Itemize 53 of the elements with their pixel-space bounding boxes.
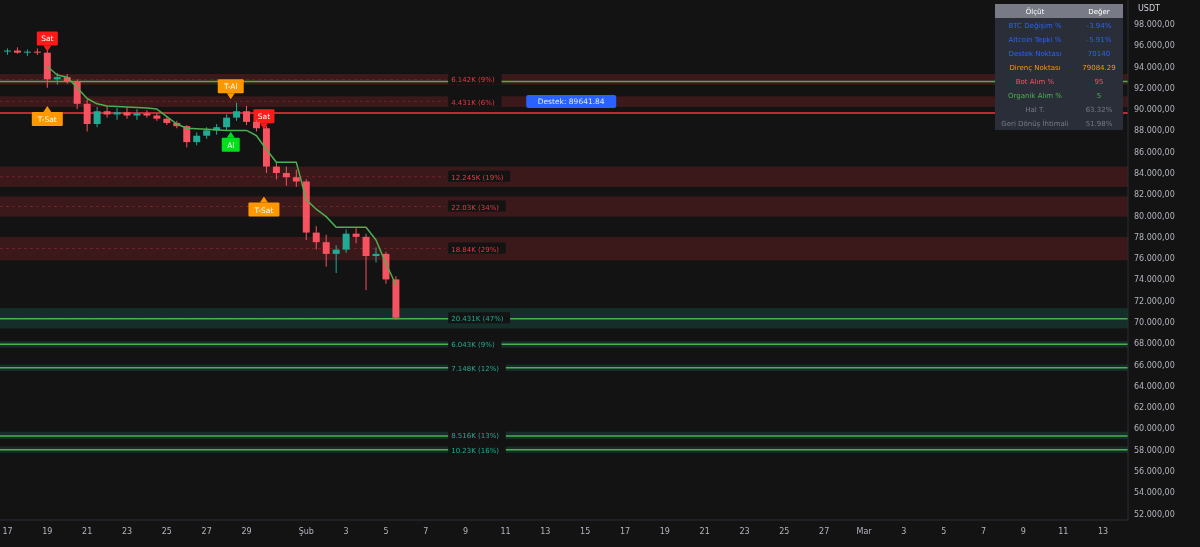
x-tick-label: 27 xyxy=(819,527,830,536)
x-tick-label: 13 xyxy=(540,527,551,536)
y-tick-label: 88.000,00 xyxy=(1134,126,1175,136)
y-tick-label: 66.000,00 xyxy=(1134,360,1175,370)
y-tick-label: 58.000,00 xyxy=(1134,445,1175,455)
x-tick-label: 7 xyxy=(981,527,987,536)
x-tick-label: 29 xyxy=(241,527,252,536)
y-tick-label: 54.000,00 xyxy=(1134,488,1175,498)
y-tick-label: 86.000,00 xyxy=(1134,147,1175,157)
x-tick-label: 13 xyxy=(1098,527,1109,536)
y-tick-label: 80.000,00 xyxy=(1134,211,1175,221)
y-tick-label: 62.000,00 xyxy=(1134,403,1175,413)
x-tick-label: 23 xyxy=(121,527,133,536)
x-tick-label: 9 xyxy=(1020,527,1026,536)
y-tick-label: 60.000,00 xyxy=(1134,424,1175,434)
y-tick-label: 82.000,00 xyxy=(1134,190,1175,200)
x-tick-label: 3 xyxy=(343,527,349,536)
x-tick-label: 11 xyxy=(500,527,511,536)
y-tick-label: 70.000,00 xyxy=(1134,318,1175,328)
x-tick-label: 5 xyxy=(383,527,389,536)
y-tick-label: 56.000,00 xyxy=(1134,467,1175,477)
x-tick-label: 19 xyxy=(42,527,53,536)
y-tick-label: 64.000,00 xyxy=(1134,381,1175,391)
x-tick-label: 25 xyxy=(779,527,790,536)
x-tick-label: 17 xyxy=(619,527,631,536)
x-tick-label: 3 xyxy=(901,527,907,536)
y-tick-label: 84.000,00 xyxy=(1134,168,1175,178)
y-tick-label: 52.000,00 xyxy=(1134,509,1175,519)
x-tick-label: 25 xyxy=(161,527,172,536)
y-tick-label: 92.000,00 xyxy=(1134,83,1175,93)
y-tick-label: 96.000,00 xyxy=(1134,41,1175,51)
y-tick-label: 78.000,00 xyxy=(1134,232,1175,242)
y-axis-title: USDT xyxy=(1138,4,1161,13)
x-tick-label: 23 xyxy=(739,527,750,536)
x-tick-label: 5 xyxy=(941,527,947,536)
y-tick-label: 94.000,00 xyxy=(1134,62,1175,72)
y-tick-label: 74.000,00 xyxy=(1134,275,1175,285)
x-tick-label: 17 xyxy=(2,527,13,536)
y-tick-label: 98.000,00 xyxy=(1134,19,1175,29)
y-tick-label: 72.000,00 xyxy=(1134,296,1175,306)
y-tick-label: 90.000,00 xyxy=(1134,105,1175,115)
x-tick-label: 27 xyxy=(201,527,212,536)
x-tick-label: Şub xyxy=(298,527,314,536)
x-tick-label: 19 xyxy=(659,527,670,536)
x-tick-label: Mar xyxy=(856,527,873,536)
y-tick-label: 68.000,00 xyxy=(1134,339,1175,349)
y-tick-label: 76.000,00 xyxy=(1134,254,1175,264)
x-tick-label: 15 xyxy=(580,527,591,536)
x-tick-label: 21 xyxy=(699,527,710,536)
x-tick-label: 9 xyxy=(463,527,469,536)
x-tick-label: 21 xyxy=(82,527,93,536)
x-tick-label: 11 xyxy=(1058,527,1069,536)
x-tick-label: 7 xyxy=(423,527,429,536)
